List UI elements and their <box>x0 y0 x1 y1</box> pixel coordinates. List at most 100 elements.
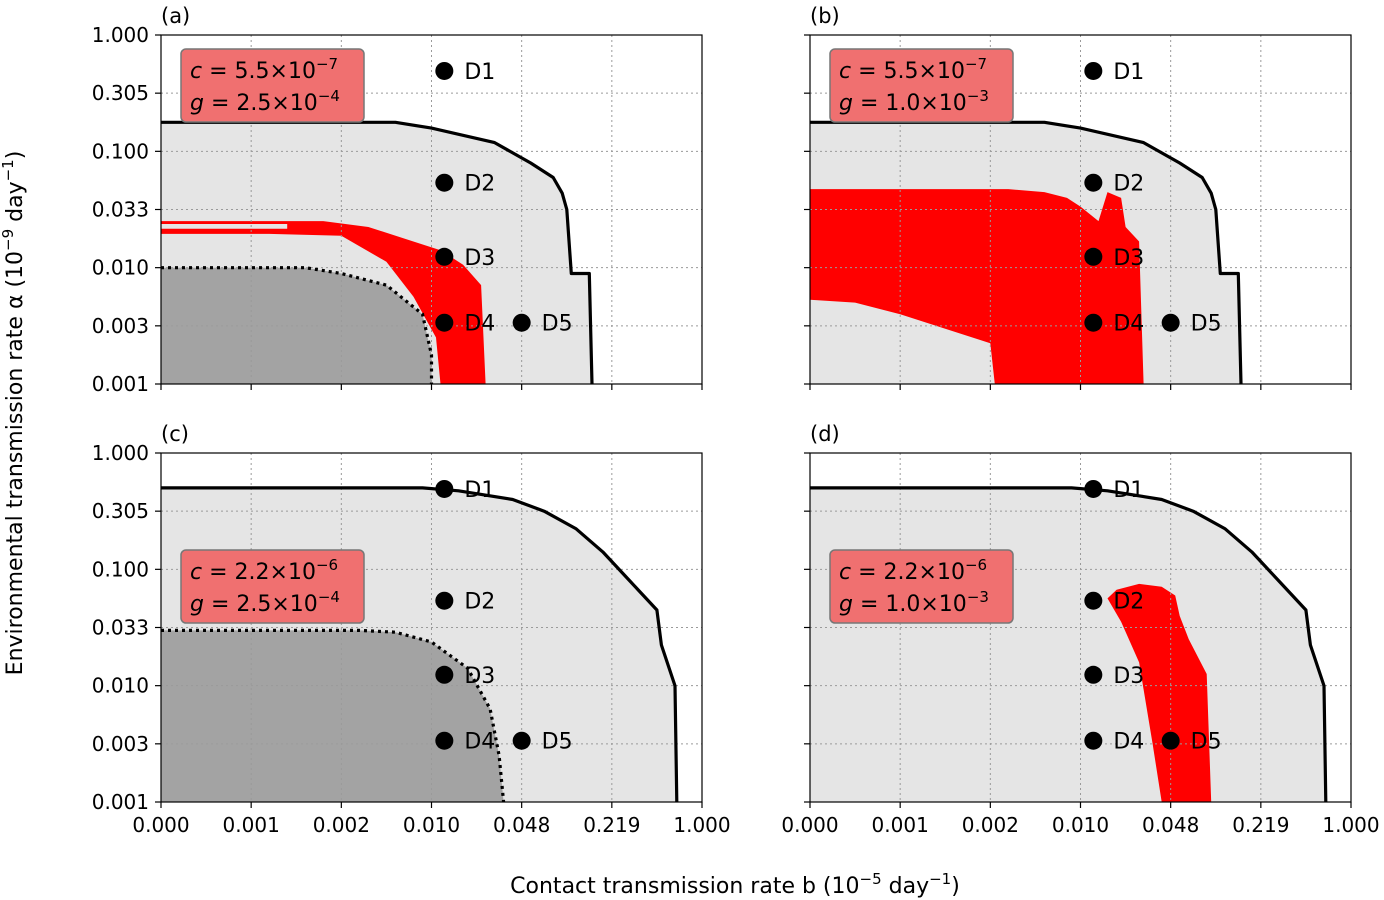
panel-label: (c) <box>161 422 189 446</box>
param-c-symbol: c <box>190 59 202 84</box>
point-label-d2: D2 <box>1113 590 1144 615</box>
y-axis-label-main: Environmental transmission rate α (10 <box>3 251 28 675</box>
y-axis-label-end: ) <box>3 151 28 160</box>
point-d3 <box>435 665 454 684</box>
plot-area <box>810 35 1351 384</box>
red-region <box>161 221 486 384</box>
point-label-d4: D4 <box>1113 312 1144 337</box>
param-c-value: = 5.5×10 <box>851 59 965 84</box>
param-g-exponent: −4 <box>318 87 340 105</box>
y-axis-label-exp: −9 <box>0 229 17 251</box>
point-label-d3: D3 <box>1113 246 1144 271</box>
point-d1 <box>1084 61 1103 80</box>
param-c: c = 5.5×10−7 <box>839 55 987 84</box>
x-tick-label: 0.002 <box>962 813 1019 837</box>
param-g-value: = 1.0×10 <box>853 592 967 617</box>
param-c-exponent: −6 <box>965 556 987 574</box>
param-c: c = 2.2×10−6 <box>190 556 338 585</box>
param-c-value: = 2.2×10 <box>851 560 965 585</box>
x-tick-label: 0.001 <box>872 813 929 837</box>
point-d1 <box>435 61 454 80</box>
outer-boundary-line <box>810 120 1243 384</box>
panel-label: (a) <box>161 4 190 28</box>
y-tick-label: 0.100 <box>92 557 149 581</box>
param-g-symbol: g <box>190 592 204 617</box>
point-label-d4: D4 <box>464 312 495 337</box>
plot-area <box>810 453 1351 802</box>
x-tick-label: 1.000 <box>673 813 730 837</box>
point-label-d5: D5 <box>1191 312 1222 337</box>
x-tick-label: 0.000 <box>132 813 189 837</box>
y-tick-label: 1.000 <box>92 441 149 465</box>
point-label-d1: D1 <box>1113 478 1144 503</box>
x-axis-label-exp: −5 <box>860 870 882 888</box>
param-c-value: = 5.5×10 <box>202 59 316 84</box>
param-c-symbol: c <box>190 560 202 585</box>
point-label-d1: D1 <box>464 60 495 85</box>
param-g: g = 2.5×10−4 <box>190 588 340 617</box>
y-tick-label: 0.305 <box>92 499 149 523</box>
point-d4 <box>435 731 454 750</box>
param-g-symbol: g <box>839 592 853 617</box>
dark-region <box>161 630 504 802</box>
point-label-d5: D5 <box>1191 730 1222 755</box>
point-label-d2: D2 <box>464 172 495 197</box>
point-d1 <box>1084 479 1103 498</box>
point-d2 <box>435 591 454 610</box>
x-tick-label: 0.048 <box>493 813 550 837</box>
param-c: c = 5.5×10−7 <box>190 55 338 84</box>
inner-boundary-line <box>161 628 506 802</box>
y-tick-label: 0.033 <box>92 198 149 222</box>
x-tick-label: 1.000 <box>1322 813 1379 837</box>
point-d2 <box>435 173 454 192</box>
light-region <box>810 487 1326 802</box>
panels-layer: 1.000 0.305 0.100 0.033 0.010 0.003 0.001 (a) c … <box>92 4 1380 837</box>
x-axis-label-mid: day <box>882 874 929 899</box>
parameter-box <box>829 549 1014 624</box>
panel-label: (d) <box>810 422 840 446</box>
param-g-value: = 2.5×10 <box>204 592 318 617</box>
point-d3 <box>1084 665 1103 684</box>
parameter-box <box>829 48 1014 123</box>
y-tick-label: 0.003 <box>92 732 149 756</box>
point-label-d1: D1 <box>1113 60 1144 85</box>
param-c-symbol: c <box>839 59 851 84</box>
point-d1 <box>435 479 454 498</box>
plot-area <box>161 453 702 802</box>
point-d5 <box>512 731 531 750</box>
y-axis-label: Environmental transmission rate α (10−9 … <box>0 151 28 676</box>
point-d2 <box>1084 591 1103 610</box>
point-label-d2: D2 <box>1113 172 1144 197</box>
x-tick-label: 0.219 <box>1232 813 1289 837</box>
point-d4 <box>1084 313 1103 332</box>
y-axis-label-exp2: −1 <box>0 159 17 181</box>
point-label-d2: D2 <box>464 590 495 615</box>
param-g-symbol: g <box>839 91 853 116</box>
panel-4: 0.000 0.001 0.002 0.010 0.048 0.219 1.000 (d) c … <box>781 422 1379 837</box>
param-g: g = 2.5×10−4 <box>190 87 340 116</box>
param-g-exponent: −4 <box>318 588 340 606</box>
point-d2 <box>1084 173 1103 192</box>
param-g: g = 1.0×10−3 <box>839 87 989 116</box>
x-axis-label-exp2: −1 <box>929 870 951 888</box>
point-label-d1: D1 <box>464 478 495 503</box>
outer-boundary-line <box>161 120 594 384</box>
param-g-value: = 1.0×10 <box>853 91 967 116</box>
y-tick-label: 0.010 <box>92 256 149 280</box>
point-d3 <box>1084 247 1103 266</box>
y-tick-label: 0.100 <box>92 139 149 163</box>
param-c-value: = 2.2×10 <box>202 560 316 585</box>
x-axis-label: Contact transmission rate b (10−5 day−1) <box>510 870 960 899</box>
param-c-symbol: c <box>839 560 851 585</box>
y-axis-label-mid: day <box>3 181 28 228</box>
point-d4 <box>435 313 454 332</box>
point-label-d4: D4 <box>1113 730 1144 755</box>
point-label-d5: D5 <box>542 312 573 337</box>
point-d5 <box>1161 313 1180 332</box>
x-axis-label-end: ) <box>951 874 960 899</box>
y-tick-label: 0.010 <box>92 674 149 698</box>
y-tick-label: 0.001 <box>92 790 149 814</box>
point-d5 <box>512 313 531 332</box>
y-tick-label: 0.033 <box>92 616 149 640</box>
y-tick-label: 1.000 <box>92 23 149 47</box>
